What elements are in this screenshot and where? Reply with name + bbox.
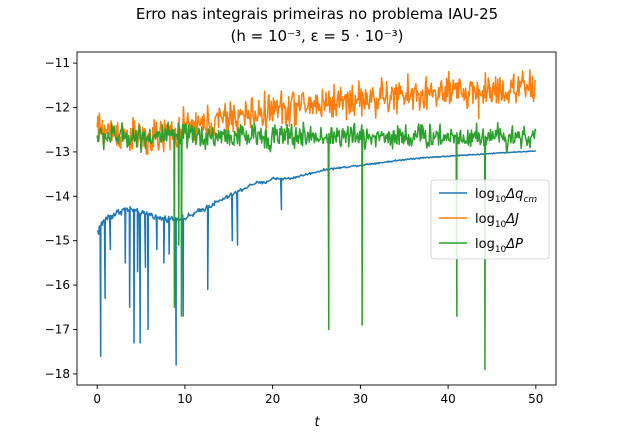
chart-title: Erro nas integrais primeiras no problema… bbox=[136, 5, 498, 23]
legend: log10Δqcm log10ΔJ log10ΔP bbox=[430, 179, 550, 260]
y-tick-label: −12 bbox=[45, 101, 70, 115]
x-axis: 0 10 20 30 40 50 bbox=[93, 385, 543, 406]
series-layer bbox=[96, 69, 537, 371]
y-tick-label: −13 bbox=[45, 145, 70, 159]
series-line-3 bbox=[96, 121, 537, 371]
series-line-2 bbox=[96, 69, 537, 155]
y-tick-label: −15 bbox=[45, 234, 70, 248]
y-tick-label: −14 bbox=[45, 189, 70, 203]
x-tick-label: 40 bbox=[440, 392, 455, 406]
y-axis: −18 −17 −16 −15 −14 −13 −12 −11 bbox=[45, 56, 77, 381]
y-tick-label: −18 bbox=[45, 367, 70, 381]
y-tick-label: −11 bbox=[45, 56, 70, 70]
chart-subtitle: (h = 10⁻³, ε = 5 · 10⁻³) bbox=[231, 27, 404, 45]
x-tick-label: 10 bbox=[177, 392, 192, 406]
x-tick-label: 50 bbox=[528, 392, 543, 406]
y-tick-label: −17 bbox=[45, 323, 70, 337]
x-tick-label: 30 bbox=[353, 392, 368, 406]
legend-label: log10ΔP bbox=[475, 237, 523, 255]
x-axis-label: t bbox=[314, 415, 320, 430]
legend-label: log10ΔJ bbox=[475, 212, 519, 230]
x-tick-label: 20 bbox=[265, 392, 280, 406]
plot-frame bbox=[76, 51, 557, 386]
legend-box bbox=[430, 179, 550, 260]
series-line-1 bbox=[97, 150, 536, 366]
legend-label: log10Δqcm bbox=[475, 187, 537, 205]
x-tick-label: 0 bbox=[93, 392, 101, 406]
y-tick-label: −16 bbox=[45, 278, 70, 292]
